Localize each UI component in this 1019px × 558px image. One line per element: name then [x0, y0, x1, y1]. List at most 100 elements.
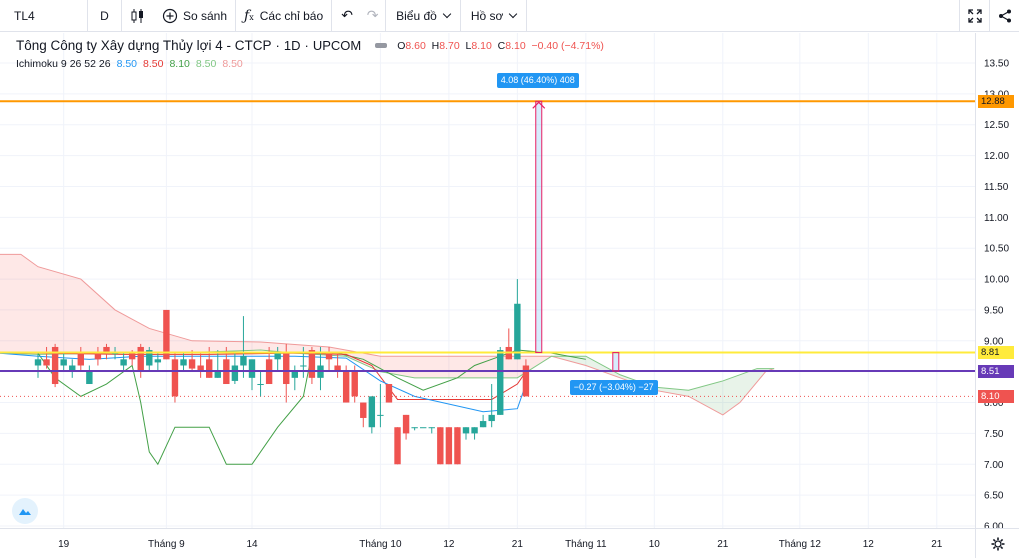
span-b-line — [0, 253, 775, 416]
chart-menu-button[interactable]: Biểu đồ — [386, 0, 461, 32]
candle-body — [462, 427, 470, 434]
chart-style-button[interactable] — [122, 0, 154, 32]
candle — [197, 353, 204, 378]
time-tick-label: Tháng 11 — [565, 539, 607, 550]
candle-body — [77, 353, 84, 366]
indicators-button[interactable]: ƒx Các chỉ báo — [236, 0, 333, 32]
candle — [385, 384, 393, 403]
candle — [180, 353, 187, 372]
price-tick-label: 12.50 — [984, 120, 1009, 131]
candle-body — [51, 346, 59, 385]
candle — [420, 427, 427, 429]
compare-button[interactable]: So sánh — [154, 0, 237, 32]
redo-icon: ↷ — [366, 7, 379, 23]
gear-icon — [991, 537, 1004, 550]
candle — [163, 309, 170, 360]
kijun-line — [0, 352, 527, 400]
indicators-label: Các chỉ báo — [259, 8, 324, 23]
candle — [214, 350, 221, 378]
candle-body — [180, 359, 187, 366]
candle — [137, 343, 144, 378]
change-value: −0.40 (−4.71%) — [531, 39, 604, 52]
candle — [402, 414, 410, 440]
candle-body — [437, 427, 444, 465]
indicator-legend[interactable]: Ichimoku 9 26 52 26 8.50 8.50 8.10 8.50 … — [16, 58, 243, 70]
candle-body — [411, 427, 418, 429]
symbol-label: TL4 — [14, 8, 35, 23]
legend-exchange: UPCOM — [312, 38, 362, 53]
candle — [445, 427, 453, 465]
candle — [77, 346, 84, 372]
profile-menu-button[interactable]: Hồ sơ — [461, 0, 528, 32]
candle — [522, 359, 530, 397]
candle-body — [34, 359, 42, 366]
price-tick-label: 13.50 — [984, 59, 1009, 70]
candle — [94, 346, 102, 366]
series-legend: Tông Công ty Xây dựng Thủy lợi 4 - CTCP … — [16, 38, 604, 53]
time-axis[interactable]: 19 Tháng 9 14 Tháng 10 12 21 Tháng 11 10 21 Tháng… — [0, 528, 975, 558]
candles-icon — [131, 8, 143, 23]
candle-body — [197, 365, 204, 372]
undo-button[interactable]: ↶ — [334, 0, 360, 32]
time-tick-label: 21 — [931, 539, 943, 550]
candle — [86, 365, 93, 385]
symbol-title: Tông Công ty Xây dựng Thủy lợi 4 - CTCP — [16, 38, 272, 53]
candle — [428, 427, 435, 434]
cloud-logo-icon[interactable] — [12, 498, 38, 524]
candle-body — [325, 353, 333, 360]
price-tag: 8.81 — [978, 346, 1014, 360]
profile-menu-label: Hồ sơ — [470, 8, 504, 23]
settings-button[interactable] — [975, 528, 1019, 558]
ohlc-values: O8.60 H8.70 L8.10 C8.10 −0.40 (−4.71%) — [397, 39, 604, 52]
price-axis-ticks: 6.006.507.007.508.008.509.009.5010.0010.… — [984, 59, 1009, 533]
candle — [394, 427, 401, 465]
legend-interval: 1D — [283, 38, 301, 53]
legend-toggle-icon[interactable] — [375, 43, 388, 48]
price-tag: 8.10 — [978, 389, 1014, 403]
candle-body — [514, 303, 521, 360]
candle-body — [402, 414, 410, 434]
redo-button[interactable]: ↷ — [360, 0, 387, 32]
price-tag: 12.88 — [978, 94, 1014, 108]
candle-body — [120, 359, 127, 366]
candle-body — [111, 353, 119, 355]
measure-down-tool — [612, 352, 620, 372]
candle-body — [488, 414, 495, 422]
candle-body — [206, 359, 213, 378]
candle — [154, 353, 162, 372]
candle — [488, 384, 495, 428]
time-axis-ticks: 19 Tháng 9 14 Tháng 10 12 21 Tháng 11 10 21 Tháng… — [58, 539, 943, 550]
candle-body — [103, 346, 110, 354]
candle — [437, 427, 444, 465]
price-chart — [0, 33, 975, 528]
time-tick-label: Tháng 12 — [779, 539, 822, 550]
price-tick-label: 8.00 — [984, 398, 1004, 409]
candle-body — [300, 365, 307, 367]
candle-body — [128, 353, 136, 360]
candle-body — [428, 427, 435, 429]
chart-menu-label: Biểu đồ — [396, 8, 437, 23]
measure-down-label[interactable]: −0.27 (−3.04%) −27 — [569, 380, 658, 396]
price-tick-label: 7.50 — [984, 429, 1004, 440]
candle — [471, 427, 478, 440]
price-tick-label: 10.00 — [984, 275, 1009, 286]
price-axis[interactable]: 6.006.507.007.508.008.509.009.5010.0010.… — [975, 33, 1019, 533]
candle — [497, 346, 504, 415]
measure-up-label[interactable]: 4.08 (46.40%) 408 — [496, 73, 579, 89]
candle-body — [146, 350, 153, 366]
candle — [479, 414, 487, 428]
share-button[interactable] — [989, 0, 1019, 32]
tenkan-line — [0, 352, 527, 413]
price-tick-label: 6.00 — [984, 522, 1004, 529]
price-pane[interactable] — [0, 33, 975, 528]
fullscreen-button[interactable] — [959, 0, 989, 32]
candle — [462, 427, 470, 440]
candle-body — [454, 427, 461, 465]
price-tag: 8.51 — [978, 364, 1014, 378]
interval-button[interactable]: D — [88, 0, 122, 32]
candle — [69, 359, 76, 378]
candle — [171, 353, 179, 403]
candle-body — [248, 359, 256, 378]
symbol-search-button[interactable]: TL4 — [0, 0, 88, 32]
chevron-down-icon — [509, 9, 518, 18]
